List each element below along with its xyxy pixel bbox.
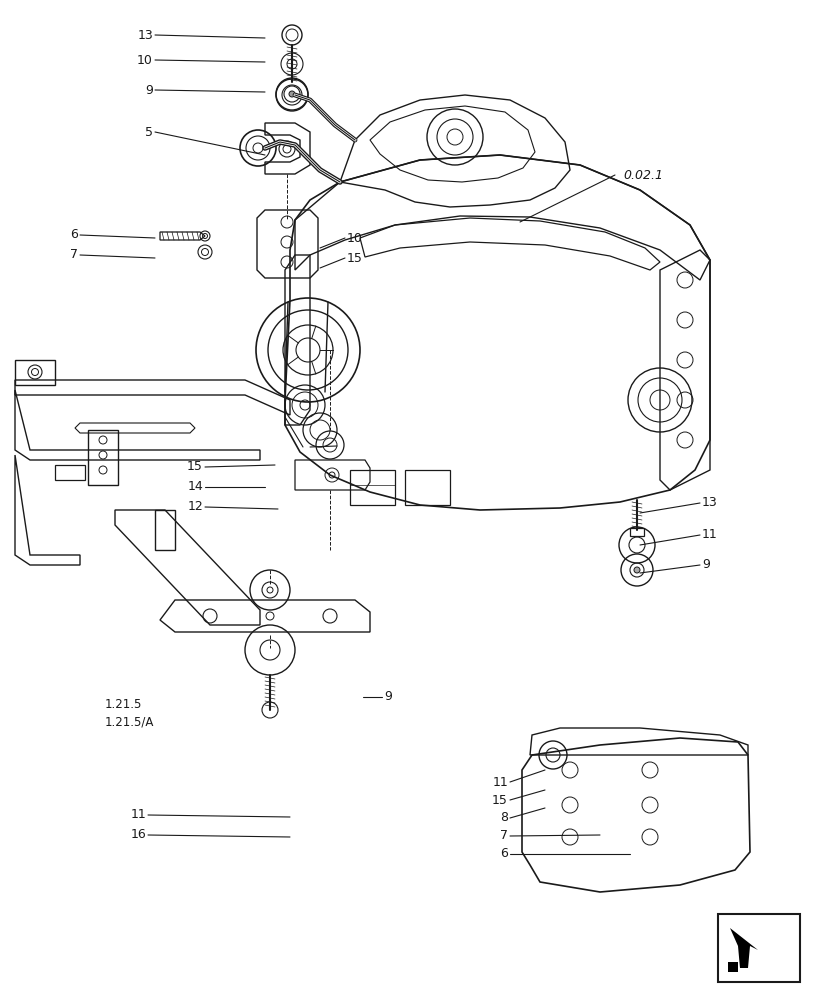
Text: 6: 6 [500,847,508,860]
Text: 16: 16 [130,828,146,841]
Text: 9: 9 [701,558,709,572]
Circle shape [288,91,295,97]
Bar [717,914,799,982]
Text: 15: 15 [187,460,203,474]
Bar [629,528,643,536]
Text: 10: 10 [137,54,153,67]
Text: 13: 13 [701,496,717,510]
Text: 10: 10 [346,232,363,244]
Text: 1.21.5/A: 1.21.5/A [105,715,154,728]
Text: 6: 6 [70,229,78,241]
Text: 15: 15 [346,251,363,264]
Bar [727,962,737,972]
Text: 9: 9 [383,690,391,704]
Text: 7: 7 [70,248,78,261]
Text: 8: 8 [500,811,508,824]
Polygon shape [729,928,757,968]
Text: 9: 9 [145,84,153,97]
Text: 5: 5 [145,126,153,139]
Text: 12: 12 [187,500,203,514]
Text: 1.21.5: 1.21.5 [105,698,143,711]
Text: 11: 11 [491,776,508,788]
Text: 14: 14 [187,481,203,493]
Text: 7: 7 [500,829,508,842]
Text: 11: 11 [701,528,717,542]
Text: 0.02.1: 0.02.1 [622,169,663,182]
Circle shape [633,567,639,573]
Text: 11: 11 [130,808,146,821]
Text: 13: 13 [137,29,153,42]
Text: 15: 15 [491,793,508,806]
